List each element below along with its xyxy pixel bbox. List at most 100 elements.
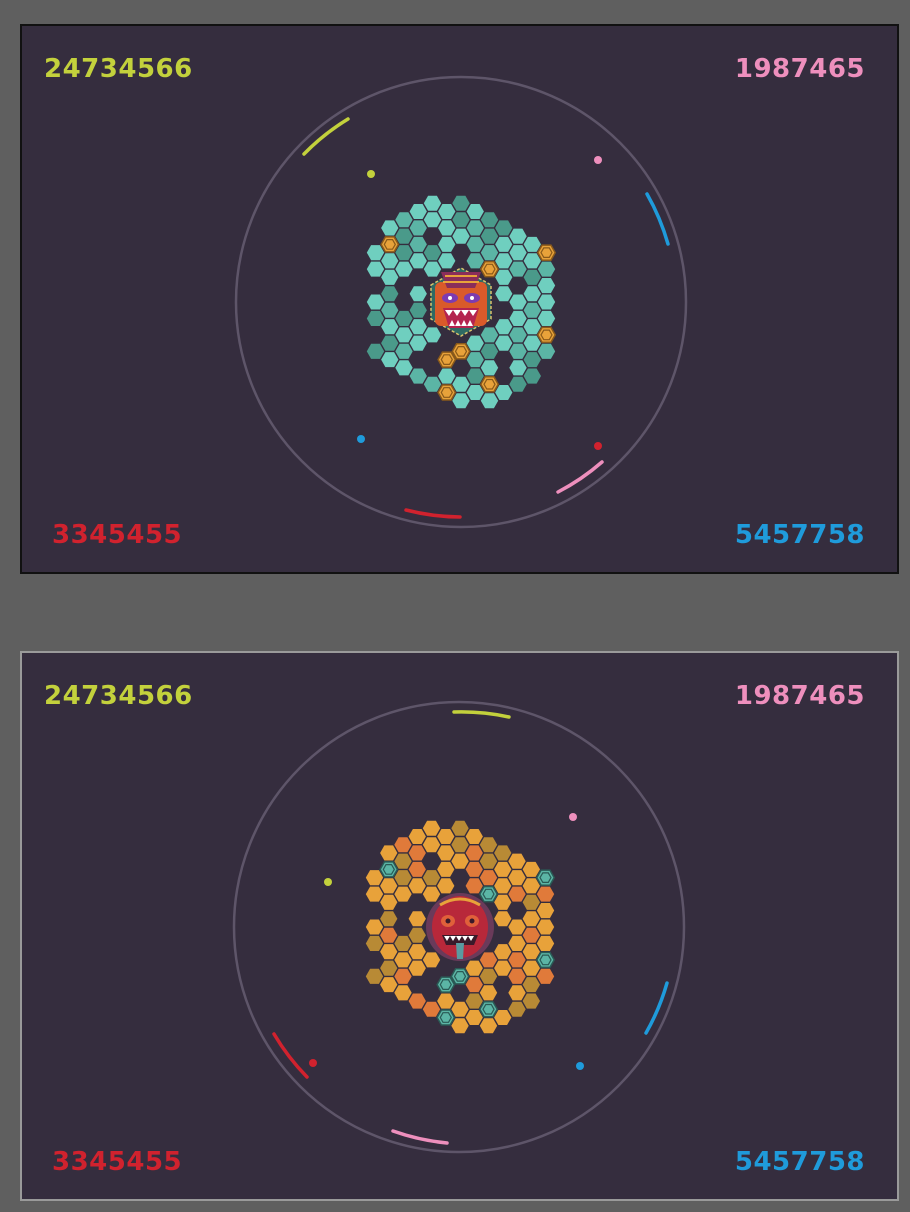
hex-tile [423, 245, 442, 261]
hex-tile [480, 343, 499, 359]
hex-tile [380, 927, 398, 943]
hex-tile [509, 294, 527, 310]
paddle-green[interactable] [302, 117, 350, 156]
hex-tile [366, 310, 385, 326]
hex-tile [480, 212, 499, 228]
hex-tile [535, 869, 556, 886]
hex-tile [509, 261, 527, 277]
hex-tile [380, 911, 398, 927]
hex-tile [523, 335, 541, 351]
hex-tile [422, 870, 441, 886]
hex-tile [408, 845, 426, 861]
hex-tile [522, 894, 540, 910]
hex-tile [409, 220, 427, 236]
hex-tile [466, 204, 484, 219]
paddle-blue[interactable] [644, 981, 669, 1035]
hex-tile [422, 1001, 441, 1017]
hex-tile [451, 1001, 469, 1017]
hex-tile [408, 861, 426, 877]
arena-ring [234, 75, 688, 529]
hex-tile [536, 326, 557, 344]
hex-tile-inner [483, 263, 496, 275]
hex-tile [381, 253, 399, 269]
hex-tile [494, 960, 512, 976]
hex-tile [423, 327, 442, 343]
arena-ring [232, 700, 686, 1154]
ball-green [324, 878, 332, 886]
hex-tile [438, 220, 456, 236]
hex-tile [466, 368, 484, 384]
hex-tile [394, 853, 412, 869]
hex-tile [452, 228, 470, 244]
hex-tile [523, 253, 541, 269]
hex-tile [480, 327, 499, 343]
hex-tile [366, 343, 385, 359]
hex-tile [380, 944, 398, 960]
ball-pink [594, 156, 602, 164]
hex-tile [365, 968, 384, 984]
hex-tile [437, 845, 455, 861]
hex-tile [536, 903, 555, 919]
hex-tile [494, 944, 512, 960]
hex-tile [479, 1018, 498, 1034]
hex-tile [535, 951, 556, 969]
hex-tile [394, 837, 412, 853]
game-board[interactable] [22, 26, 901, 576]
hex-tile [381, 269, 399, 285]
hex-tile [495, 335, 513, 351]
hex-tile [436, 976, 456, 993]
paddle-blue[interactable] [645, 192, 670, 246]
hex-tile [437, 351, 457, 368]
hex-tile [451, 837, 469, 853]
hex-tile [522, 911, 540, 927]
hex-tile [509, 343, 527, 359]
hex-tile [536, 935, 555, 951]
hex-tile [394, 952, 412, 968]
hex-tile [495, 269, 513, 285]
hex-tile [422, 820, 441, 836]
hex-tile [438, 204, 456, 219]
hex-tile-inner [539, 872, 552, 883]
hex-tile [380, 960, 398, 976]
hex-tile [436, 1009, 456, 1026]
hex-tile-inner [440, 354, 453, 365]
game-board[interactable] [22, 653, 901, 1203]
hex-tile [380, 845, 398, 861]
hex-tile-inner [454, 346, 468, 357]
hex-tile [366, 294, 385, 310]
hex-tile [536, 244, 557, 261]
hex-tile [438, 253, 456, 269]
hex-tile [466, 236, 484, 252]
ball-red [309, 1059, 317, 1067]
hex-tile [495, 220, 513, 236]
hex-tile [523, 302, 541, 318]
hex-tile [536, 919, 555, 935]
hex-tile [509, 327, 527, 343]
hex-tile [508, 968, 526, 984]
hex-tile [523, 368, 541, 384]
score-red: 3345455 [52, 1147, 183, 1177]
hex-tile [409, 286, 427, 302]
hex-tile [466, 220, 484, 236]
paddle-pink[interactable] [556, 460, 604, 494]
paddle-red[interactable] [404, 508, 462, 519]
paddle-red[interactable] [272, 1032, 309, 1079]
hex-tile [495, 253, 513, 269]
hex-tile [395, 343, 413, 359]
score-green: 24734566 [44, 54, 193, 84]
hex-tile [509, 360, 527, 376]
hex-tile [523, 236, 541, 252]
ball-red [594, 442, 602, 450]
hex-tile-inner [453, 971, 467, 982]
hex-tile [465, 1010, 483, 1025]
hex-tile-inner [540, 329, 553, 341]
hex-tile [508, 985, 526, 1001]
paddle-green[interactable] [452, 710, 511, 719]
hex-tile-inner [439, 1012, 452, 1023]
hex-tile [409, 368, 427, 384]
paddle-pink[interactable] [391, 1129, 449, 1145]
hex-tile [495, 319, 513, 335]
hex-tile [394, 968, 412, 984]
hex-tile [466, 253, 484, 269]
hex-tile [494, 911, 512, 927]
